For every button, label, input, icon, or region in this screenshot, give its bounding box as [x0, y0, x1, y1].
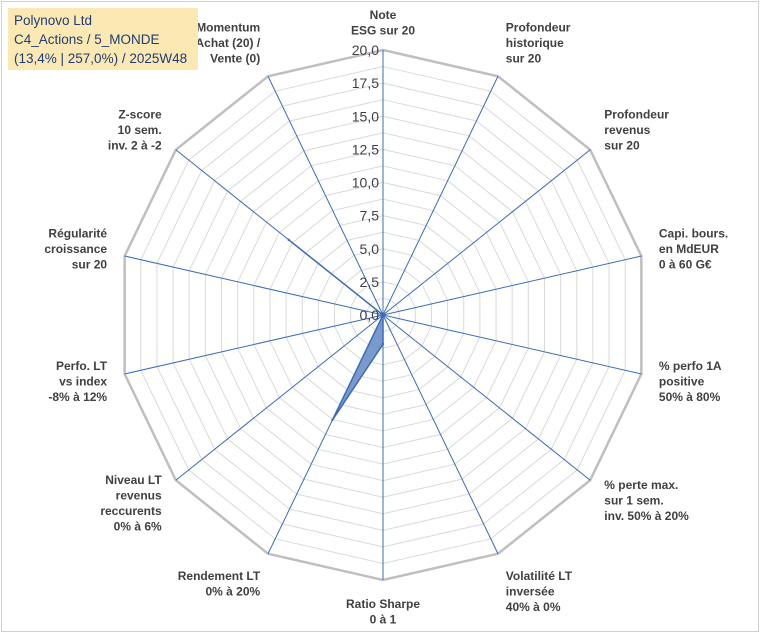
tick-label: 15,0 — [352, 108, 379, 124]
axis-label-line: Perfo. LT — [56, 359, 108, 373]
axis-label-line: % perte max. — [604, 478, 678, 492]
axis-label: Capi. bours. en MdEUR 0 à 60 G€ — [659, 227, 728, 272]
axis-label-line: Rendement LT — [178, 569, 261, 583]
axis-label-line: sur 1 sem. — [604, 493, 663, 507]
tick-label: 5,0 — [360, 241, 380, 257]
stock-name: Polynovo Ltd — [14, 13, 93, 28]
axis-label: Ratio Sharpe 0 à 1 — [346, 597, 420, 627]
axis-label: Profondeur historique sur 20 — [506, 21, 571, 66]
tick-label: 0,0 — [360, 307, 380, 323]
axis-label: Perfo. LT vs index -8% à 12% — [48, 359, 107, 404]
axis-label-line: -8% à 12% — [48, 390, 107, 404]
axis-label-line: Vente (0) — [210, 52, 260, 66]
axis-spoke — [124, 314, 384, 375]
tick-labels: 0,0 2,5 5,0 7,5 10,0 12,5 15,0 17,5 20,0 — [352, 42, 379, 323]
axis-spoke — [382, 314, 642, 375]
axis-spoke — [382, 255, 642, 316]
axis-label: Profondeur revenus sur 20 — [604, 108, 669, 153]
data-point — [381, 342, 385, 346]
tick-label: 10,0 — [352, 175, 379, 191]
axis-label-line: historique — [506, 36, 564, 50]
axis-labels: Note ESG sur 20 Profondeur historique sur 20… — [44, 8, 728, 627]
data-point — [287, 238, 290, 242]
axis-label-line: ESG sur 20 — [351, 24, 415, 38]
tick-label: 17,5 — [352, 75, 379, 91]
axis-label: Niveau LT revenus reccurents 0% à 6% — [100, 473, 162, 534]
axis-label-line: Momentum — [196, 21, 260, 35]
performance-week: (13,4% | 257,0%) / 2025W48 — [14, 51, 188, 66]
axis-label-line: 40% à 0% — [506, 600, 561, 614]
axis-label-line: 10 sem. — [118, 123, 162, 137]
axis-label-line: Ratio Sharpe — [346, 597, 420, 611]
axis-label-line: Volatilité LT — [506, 569, 573, 583]
axis-spoke — [267, 76, 384, 316]
axis-label-line: Capi. bours. — [659, 227, 728, 241]
axis-label: % perfo 1A positive 50% à 80% — [659, 359, 722, 404]
axis-label-line: inversée — [506, 585, 555, 599]
axis-spoke — [175, 314, 384, 481]
axis-label: Momentum Achat (20) / Vente (0) — [196, 21, 261, 66]
axis-label-line: revenus — [116, 489, 162, 503]
axis-label: Régularité croissance sur 20 — [44, 227, 107, 272]
axis-label: Volatilité LT inversée 40% à 0% — [506, 569, 573, 614]
axis-spoke — [382, 149, 591, 316]
axis-label-line: sur 20 — [506, 52, 542, 66]
axis-label-line: 0 à 1 — [370, 613, 397, 627]
axis-label-line: sur 20 — [72, 258, 108, 272]
axis-spoke — [382, 314, 591, 481]
series-layer — [287, 238, 385, 422]
axis-label-line: Profondeur — [604, 108, 669, 122]
axis-label-line: Profondeur — [506, 21, 571, 35]
axis-label-line: 50% à 80% — [659, 390, 721, 404]
axis-label-line: 0% à 6% — [114, 520, 162, 534]
axis-label: Rendement LT 0% à 20% — [178, 569, 261, 599]
data-point — [331, 418, 334, 422]
axis-label-line: croissance — [44, 242, 107, 256]
portfolio-name: C4_Actions / 5_MONDE — [14, 32, 160, 47]
axis-label-line: revenus — [604, 123, 650, 137]
axis-label-line: Note — [370, 8, 397, 22]
data-point — [381, 313, 385, 317]
axis-label: Z-score 10 sem. inv. 2 à -2 — [108, 108, 162, 153]
axis-label-line: reccurents — [100, 504, 162, 518]
axis-label-line: positive — [659, 374, 705, 388]
axis-label-line: inv. 2 à -2 — [108, 139, 162, 153]
axis-label: % perte max. sur 1 sem. inv. 50% à 20% — [604, 478, 689, 523]
axis-label-line: vs index — [59, 374, 107, 388]
axis-label-line: 0% à 20% — [205, 585, 260, 599]
axis-label-line: Régularité — [48, 227, 107, 241]
axis-spoke — [382, 76, 499, 316]
axis-label-line: Niveau LT — [105, 473, 162, 487]
axis-label-line: sur 20 — [604, 139, 640, 153]
tick-label: 2,5 — [360, 274, 380, 290]
info-box: Polynovo Ltd C4_Actions / 5_MONDE (13,4%… — [8, 8, 198, 70]
axis-label-line: 0 à 60 G€ — [659, 258, 712, 272]
tick-label: 7,5 — [360, 208, 380, 224]
series-area — [287, 239, 384, 421]
axis-label-line: Z-score — [118, 108, 162, 122]
tick-label: 20,0 — [352, 42, 379, 58]
axis-label-line: % perfo 1A — [659, 359, 722, 373]
axis-spoke — [382, 314, 499, 554]
tick-label: 12,5 — [352, 141, 379, 157]
axis-label-line: inv. 50% à 20% — [604, 509, 689, 523]
axis-label: Note ESG sur 20 — [351, 8, 415, 38]
axis-label-line: Achat (20) / — [196, 36, 261, 50]
axis-label-line: en MdEUR — [659, 242, 719, 256]
axis-spoke — [124, 255, 384, 316]
axis-spokes — [124, 50, 642, 580]
